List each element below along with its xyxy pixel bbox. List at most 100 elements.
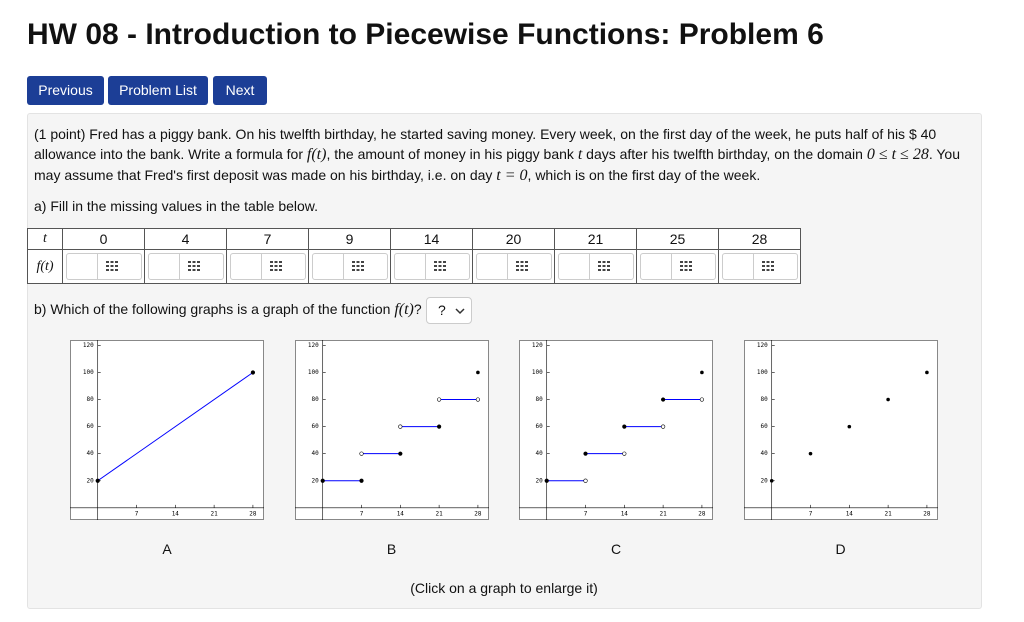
graph[interactable]: 20 40 60 80 100 120 7 14 21 28 [70, 340, 264, 520]
y-tick-label: 100 [756, 369, 767, 376]
graph-segment [97, 372, 254, 482]
t-value: 0 [62, 228, 145, 250]
matrix-icon[interactable] [597, 261, 610, 271]
x-tick-label: 28 [923, 510, 931, 517]
matrix-icon[interactable] [105, 261, 118, 271]
closed-endpoint [250, 370, 256, 375]
answer-input[interactable] [639, 253, 716, 280]
open-endpoint [436, 397, 441, 402]
answer-cell [62, 249, 145, 284]
graph[interactable]: 20 40 60 80 100 120 7 14 21 28 [519, 340, 713, 520]
graph[interactable]: 20 40 60 80 100 120 7 14 21 28 [294, 340, 489, 520]
answer-input[interactable] [475, 253, 552, 280]
x-tick-label: 28 [698, 510, 706, 517]
graph-label: C [610, 541, 622, 557]
point [847, 424, 851, 429]
y-tick-label: 40 [535, 450, 543, 457]
answer-input[interactable] [147, 253, 224, 280]
separator [260, 254, 262, 279]
answer-select[interactable]: ? [426, 297, 472, 324]
math-text: 0 ≤ t ≤ 28 [866, 146, 929, 163]
previous-button[interactable]: Previous [27, 76, 104, 105]
open-endpoint [397, 424, 402, 429]
y-tick-label: 40 [760, 450, 768, 457]
answer-cell [308, 249, 391, 284]
answer-cell [636, 249, 719, 284]
t-value: 14 [390, 228, 473, 250]
answer-input[interactable] [65, 253, 142, 280]
closed-endpoint [622, 424, 627, 429]
answer-input[interactable] [557, 253, 634, 280]
answer-input[interactable] [311, 253, 388, 280]
x-tick-label: 21 [210, 510, 218, 517]
math-text: f(t) [394, 301, 414, 318]
separator [752, 254, 754, 279]
x-tick-label: 14 [845, 510, 853, 517]
math-text: t = 0 [496, 167, 528, 184]
problem-list-button[interactable]: Problem List [108, 76, 208, 105]
x-tick-label: 21 [884, 510, 892, 517]
text: , the amount of money in his piggy bank [326, 146, 578, 162]
answer-input[interactable] [229, 253, 306, 280]
y-tick-label: 60 [311, 423, 319, 430]
y-tick-label: 60 [86, 423, 94, 430]
math-text: f(t) [306, 146, 327, 163]
matrix-icon[interactable] [433, 261, 446, 271]
problem-text: (1 point) Fred has a piggy bank. On his … [34, 124, 969, 186]
answer-cell [144, 249, 227, 284]
open-endpoint [661, 424, 666, 429]
t-value: 9 [308, 228, 391, 250]
matrix-icon[interactable] [679, 261, 692, 271]
page-title: HW 08 - Introduction to Piecewise Functi… [27, 18, 824, 51]
next-button[interactable]: Next [213, 76, 267, 105]
t-value: 20 [472, 228, 555, 250]
part-a: a) Fill in the missing values in the tab… [34, 198, 319, 214]
text: (1 point) Fred has a piggy bank. On his … [34, 126, 937, 162]
text: days after his twelfth birthday, on the … [582, 146, 867, 162]
separator [96, 254, 98, 279]
text: . You may assume that Fred's first depos… [34, 146, 960, 183]
answer-input[interactable] [393, 253, 470, 280]
closed-endpoint [320, 478, 325, 483]
answer-cell [718, 249, 801, 284]
separator [670, 254, 672, 279]
graph-frame [743, 340, 938, 520]
open-endpoint [583, 478, 588, 483]
point [700, 370, 704, 375]
y-tick-label: 20 [311, 477, 319, 484]
answer-cell [390, 249, 473, 284]
part-b: b) Which of the following graphs is a gr… [34, 301, 422, 319]
t-value: 25 [636, 228, 719, 250]
graph-frame [519, 340, 713, 520]
graph-label: B [386, 541, 397, 557]
closed-endpoint [544, 478, 549, 483]
y-tick-label: 100 [532, 369, 543, 376]
closed-endpoint [583, 451, 588, 456]
matrix-icon[interactable] [515, 261, 528, 271]
separator [588, 254, 590, 279]
text: , which is on the first day of the week. [527, 167, 761, 183]
x-tick-label: 28 [474, 510, 482, 517]
y-tick-label: 120 [307, 342, 318, 349]
y-tick-label: 40 [311, 450, 319, 457]
matrix-icon[interactable] [187, 261, 200, 271]
answer-cell [226, 249, 309, 284]
x-tick-label: 14 [172, 510, 180, 517]
t-value: 21 [554, 228, 637, 250]
x-tick-label: 14 [621, 510, 629, 517]
y-tick-label: 120 [532, 342, 543, 349]
graph-frame [294, 340, 489, 520]
matrix-icon[interactable] [351, 261, 364, 271]
matrix-icon[interactable] [761, 261, 774, 271]
y-tick-label: 20 [86, 477, 94, 484]
answer-input[interactable] [721, 253, 798, 280]
x-tick-label: 7 [135, 510, 139, 517]
y-tick-label: 80 [86, 396, 94, 403]
open-endpoint [699, 397, 705, 402]
x-tick-label: 28 [249, 510, 257, 517]
matrix-icon[interactable] [269, 261, 282, 271]
graph[interactable]: 20 40 60 80 100 120 7 14 21 28 [743, 340, 938, 520]
open-endpoint [475, 397, 480, 402]
select-value: ? [438, 302, 446, 318]
